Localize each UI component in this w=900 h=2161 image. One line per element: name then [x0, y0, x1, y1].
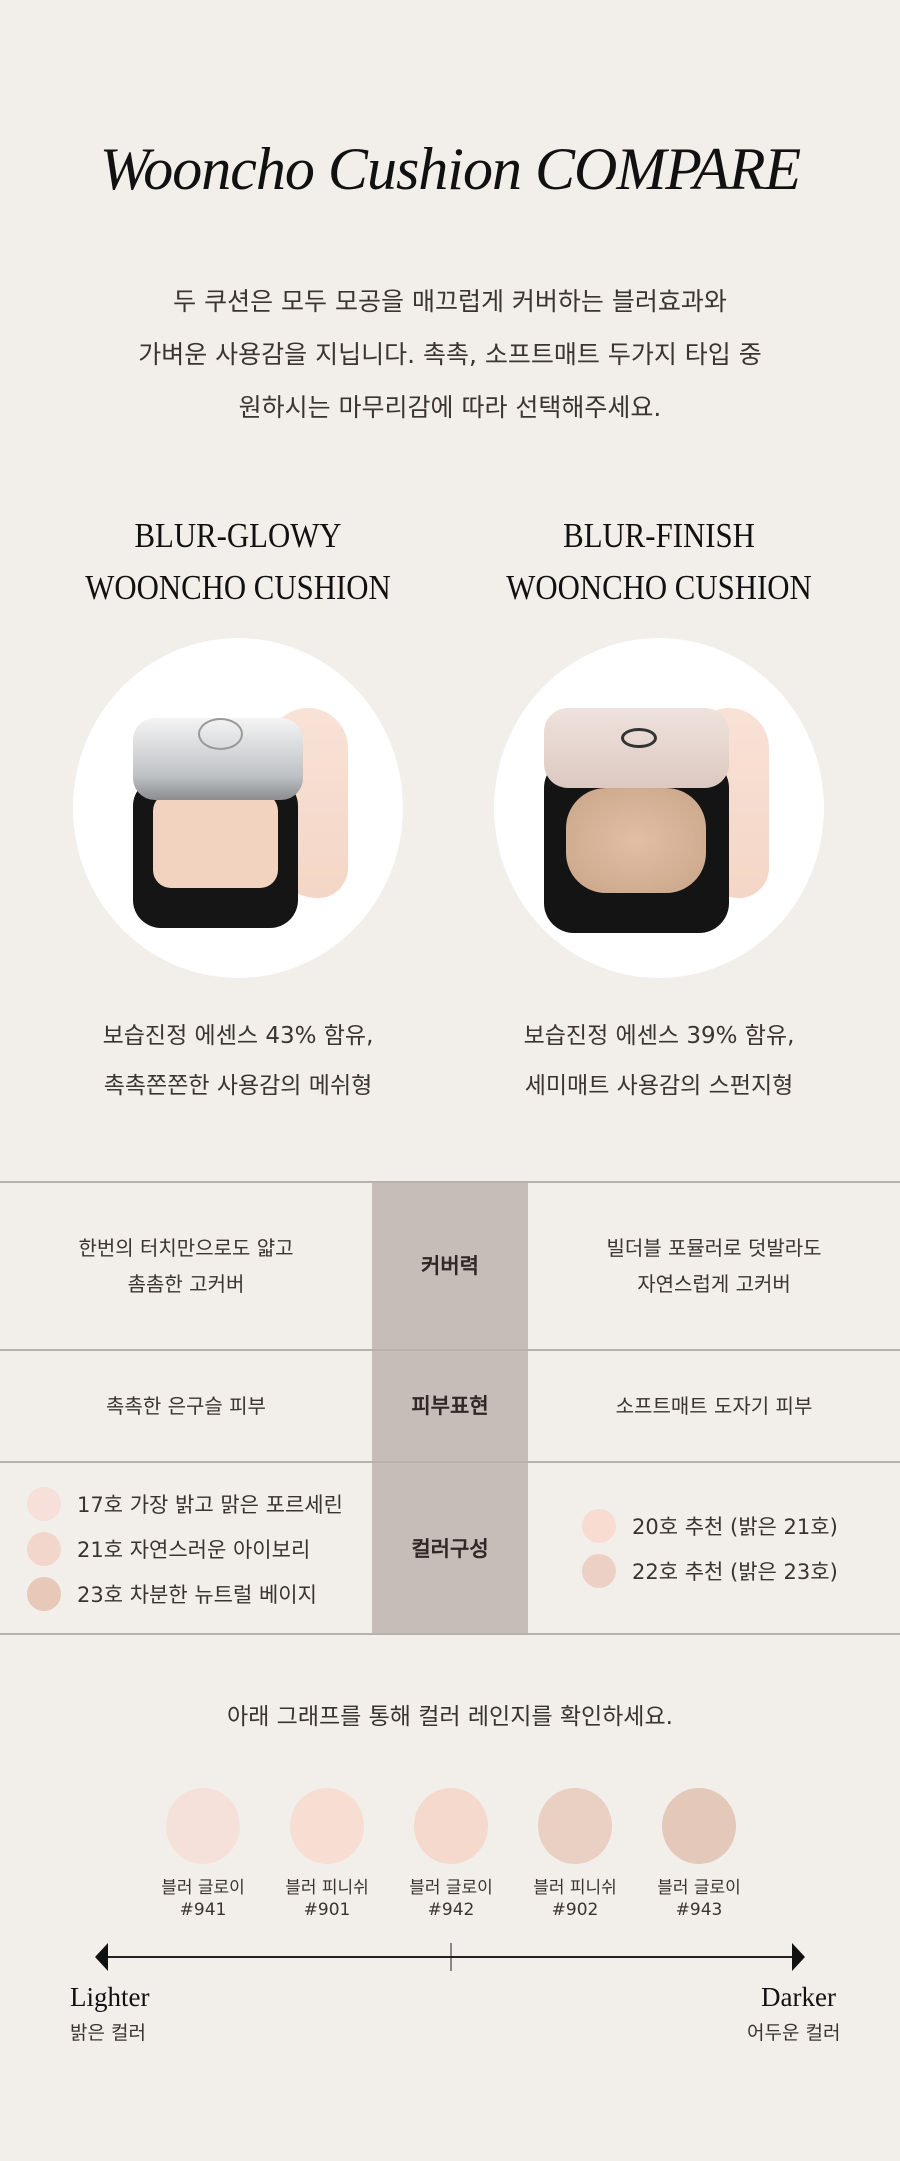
swatch-name: 블러 글로이 — [409, 1878, 493, 1898]
cushion-puff — [153, 793, 278, 888]
swatch-902 — [538, 1788, 612, 1864]
intro-line: 가벼운 사용감을 지닙니다. 촉촉, 소프트매트 두가지 타입 중 — [138, 340, 762, 369]
shade-dot — [27, 1531, 61, 1566]
shade-dot — [582, 1508, 616, 1543]
name-line: WOONCHO CUSHION — [506, 568, 812, 607]
shade-label: 17호 가장 밝고 맑은 포르세린 — [77, 1492, 343, 1517]
swatch-label: 블러 글로이 #943 — [639, 1877, 759, 1921]
swatch-label: 블러 피니쉬 #902 — [515, 1877, 635, 1921]
cell-line: 촘촘한 고커버 — [127, 1272, 245, 1296]
shade-item: 17호 가장 밝고 맑은 포르세린 — [27, 1481, 343, 1526]
shades-glowy: 17호 가장 밝고 맑은 포르세린 21호 자연스러운 아이보리 23호 차분한… — [27, 1481, 343, 1616]
compact-lid — [544, 708, 729, 788]
skin-finish: 소프트매트 도자기 피부 — [615, 1393, 813, 1418]
name-line: WOONCHO CUSHION — [85, 568, 391, 607]
shade-label: 23호 차분한 뉴트럴 베이지 — [77, 1582, 317, 1607]
name-line: BLUR-FINISH — [563, 516, 755, 555]
shade-dot — [582, 1553, 616, 1588]
swatch-name: 블러 글로이 — [161, 1878, 245, 1898]
swatch-941 — [166, 1788, 240, 1864]
swatch-code: #901 — [303, 1900, 351, 1920]
range-caption: 아래 그래프를 통해 컬러 레인지를 확인하세요. — [227, 1704, 673, 1730]
shades-finish: 20호 추천 (밝은 21호) 22호 추천 (밝은 23호) — [582, 1503, 838, 1593]
swatch-code: #941 — [179, 1900, 227, 1920]
intro-line: 원하시는 마무리감에 따라 선택해주세요. — [238, 393, 662, 422]
arrow-right-head — [792, 1943, 805, 1971]
desc-line: 보습진정 에센스 39% 함유, — [523, 1023, 795, 1049]
shade-label: 22호 추천 (밝은 23호) — [632, 1559, 838, 1584]
row-label-color: 컬러구성 — [411, 1536, 489, 1561]
shade-item: 22호 추천 (밝은 23호) — [582, 1548, 838, 1593]
swatch-code: #902 — [551, 1900, 599, 1920]
desc-line: 보습진정 에센스 43% 함유, — [102, 1023, 374, 1049]
row-label-skin: 피부표현 — [411, 1393, 489, 1418]
shade-dot — [27, 1576, 61, 1611]
cushion-sponge — [566, 788, 706, 893]
shade-dot — [27, 1486, 61, 1521]
product-desc-glowy: 보습진정 에센스 43% 함유, 촉촉쫀쫀한 사용감의 메쉬형 — [28, 1011, 448, 1111]
row-divider — [0, 1461, 900, 1463]
swatch-name: 블러 글로이 — [657, 1878, 741, 1898]
label-column — [372, 1183, 528, 1633]
desc-line: 세미매트 사용감의 스펀지형 — [524, 1073, 794, 1099]
cell-line: 한번의 터치만으로도 얇고 — [78, 1236, 294, 1260]
shade-item: 20호 추천 (밝은 21호) — [582, 1503, 838, 1548]
swatch-name: 블러 피니쉬 — [533, 1878, 617, 1898]
product-name-finish: BLUR-FINISH WOONCHO CUSHION — [474, 510, 844, 614]
skin-glowy: 촉촉한 은구슬 피부 — [106, 1393, 266, 1418]
desc-line: 촉촉쫀쫀한 사용감의 메쉬형 — [103, 1073, 373, 1099]
shade-label: 21호 자연스러운 아이보리 — [77, 1537, 311, 1562]
name-line: BLUR-GLOWY — [134, 516, 342, 555]
swatch-901 — [290, 1788, 364, 1864]
intro-text: 두 쿠션은 모두 모공을 매끄럽게 커버하는 블러효과와 가벼운 사용감을 지닙… — [0, 275, 900, 434]
row-divider — [0, 1349, 900, 1351]
product-image-finish — [494, 638, 824, 978]
swatch-code: #942 — [427, 1900, 475, 1920]
swatch-label: 블러 글로이 #941 — [143, 1877, 263, 1921]
swatch-code: #943 — [675, 1900, 723, 1920]
darker-kr-label: 어두운 컬러 — [747, 2022, 841, 2044]
shade-label: 20호 추천 (밝은 21호) — [632, 1514, 838, 1539]
product-image-glowy — [73, 638, 403, 978]
cell-line: 자연스럽게 고커버 — [637, 1272, 791, 1296]
arrow-left-head — [95, 1943, 108, 1971]
swatch-name: 블러 피니쉬 — [285, 1878, 369, 1898]
page-title: Wooncho Cushion COMPARE — [99, 136, 801, 202]
shade-item: 21호 자연스러운 아이보리 — [27, 1526, 343, 1571]
darker-label: Darker — [761, 1982, 836, 2012]
cell-line: 빌더블 포뮬러로 덧발라도 — [606, 1236, 822, 1260]
swatch-label: 블러 글로이 #942 — [391, 1877, 511, 1921]
intro-line: 두 쿠션은 모두 모공을 매끄럽게 커버하는 블러효과와 — [173, 287, 727, 316]
shade-item: 23호 차분한 뉴트럴 베이지 — [27, 1571, 343, 1616]
product-desc-finish: 보습진정 에센스 39% 함유, 세미매트 사용감의 스펀지형 — [449, 1011, 869, 1111]
lighter-label: Lighter — [70, 1982, 150, 2012]
logo-emblem — [621, 728, 657, 748]
lighter-kr-label: 밝은 컬러 — [70, 2022, 146, 2044]
swatch-942 — [414, 1788, 488, 1864]
swatch-943 — [662, 1788, 736, 1864]
color-range-arrow — [95, 1943, 805, 1971]
swatch-label: 블러 피니쉬 #901 — [267, 1877, 387, 1921]
product-name-glowy: BLUR-GLOWY WOONCHO CUSHION — [53, 510, 423, 614]
row-label-cover: 커버력 — [421, 1254, 479, 1278]
logo-emblem — [198, 718, 243, 750]
